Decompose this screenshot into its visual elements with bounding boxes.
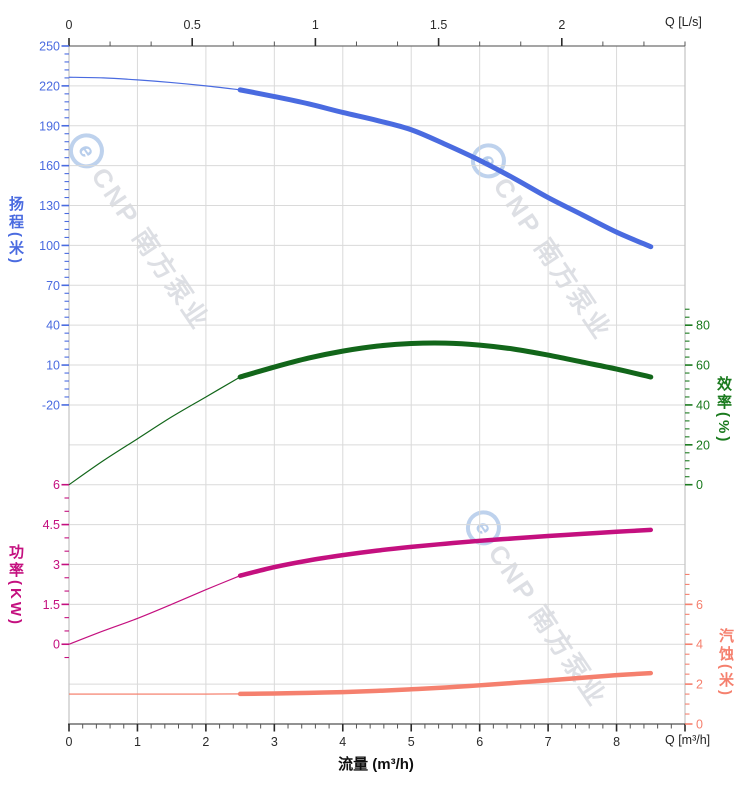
svg-text:190: 190: [39, 119, 60, 133]
svg-text:160: 160: [39, 159, 60, 173]
efficiency-curve: [68, 340, 654, 486]
head-curve: [68, 76, 654, 250]
top-axis-unit-label: Q [L/s]: [665, 15, 702, 29]
svg-text:0.5: 0.5: [184, 18, 201, 32]
svg-text:6: 6: [53, 478, 60, 492]
head-axis: 250 220 190 160 130 100 70 40 10 -20: [39, 40, 69, 412]
svg-text:4.5: 4.5: [43, 518, 60, 532]
top-axis: 0 0.5 1 1.5 2: [66, 18, 686, 46]
svg-text:3: 3: [271, 735, 278, 749]
svg-text:60: 60: [696, 359, 710, 373]
svg-text:6: 6: [696, 598, 703, 612]
svg-text:20: 20: [696, 438, 710, 452]
power-curve-thin: [68, 575, 241, 645]
npsh-curve-thick: [237, 670, 654, 697]
svg-text:7: 7: [545, 735, 552, 749]
plot-border: [68, 45, 686, 725]
svg-text:1: 1: [312, 18, 319, 32]
svg-text:0: 0: [696, 718, 703, 732]
svg-text:-20: -20: [42, 398, 60, 412]
eff-axis: 80 60 40 20 0: [685, 308, 710, 492]
svg-text:10: 10: [46, 359, 60, 373]
svg-text:2: 2: [696, 678, 703, 692]
efficiency-curve-thick: [237, 340, 654, 380]
svg-text:4: 4: [696, 638, 703, 652]
head-curve-thin: [68, 76, 241, 91]
power-curve: [68, 527, 654, 645]
svg-text:70: 70: [46, 279, 60, 293]
svg-text:250: 250: [39, 40, 60, 54]
svg-text:1: 1: [134, 735, 141, 749]
svg-text:0: 0: [66, 18, 73, 32]
svg-text:5: 5: [408, 735, 415, 749]
svg-text:0: 0: [53, 638, 60, 652]
svg-text:80: 80: [696, 319, 710, 333]
svg-text:40: 40: [696, 398, 710, 412]
efficiency-axis-title: 效率(%): [715, 376, 732, 445]
svg-text:1.5: 1.5: [43, 598, 60, 612]
power-curve-thick: [237, 527, 654, 578]
npsh-axis: 6 4 2 0: [685, 573, 703, 732]
svg-text:1.5: 1.5: [430, 18, 447, 32]
svg-text:0: 0: [66, 735, 73, 749]
svg-text:8: 8: [613, 735, 620, 749]
npsh-curve: [69, 670, 654, 697]
head-axis-title: 扬程(米): [7, 196, 24, 266]
svg-text:4: 4: [339, 735, 346, 749]
flow-axis-title: 流量 (m³/h): [338, 756, 414, 773]
svg-text:3: 3: [53, 558, 60, 572]
npsh-axis-title: 汽蚀(米): [717, 628, 734, 698]
efficiency-curve-thin: [68, 376, 241, 486]
svg-text:40: 40: [46, 319, 60, 333]
svg-text:6: 6: [476, 735, 483, 749]
gridlines: [69, 46, 685, 724]
svg-text:0: 0: [696, 478, 703, 492]
bottom-axis: 0 1 2 3 4 5 6 7 8: [66, 724, 686, 749]
power-axis: 6 4.5 3 1.5 0: [43, 478, 69, 659]
svg-text:100: 100: [39, 239, 60, 253]
bottom-axis-unit-label: Q [m³/h]: [665, 733, 711, 747]
svg-text:2: 2: [202, 735, 209, 749]
svg-text:130: 130: [39, 199, 60, 213]
svg-text:220: 220: [39, 79, 60, 93]
svg-text:2: 2: [558, 18, 565, 32]
head-curve-thick: [237, 87, 654, 250]
power-axis-title: 功率(KW): [7, 544, 24, 627]
